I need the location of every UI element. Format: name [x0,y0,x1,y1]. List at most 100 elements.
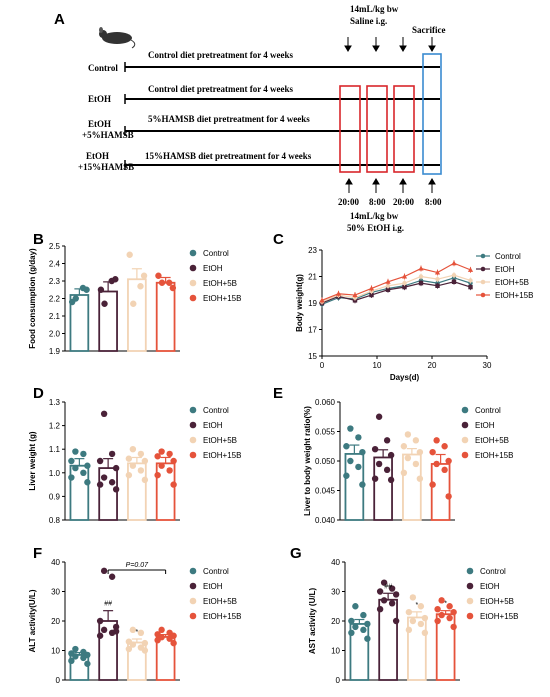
y-tick-label: 19 [308,299,317,308]
legend-label-0: Control [203,567,229,576]
legend-label-0: Control [475,406,501,415]
data-point [433,437,439,443]
top-dose-text: 14mL/kg bw [350,4,399,14]
time-4: 8:00 [425,197,442,207]
data-point [98,287,104,293]
data-point [101,568,107,574]
data-point [170,285,176,291]
data-point [438,612,444,618]
legend-label-3: EtOH+15B [480,612,518,621]
legend-d: Control EtOH EtOH+5B EtOH+15B [190,406,242,460]
data-point [138,467,144,473]
series-point-2 [402,281,406,285]
legend-dot-2 [467,598,474,605]
data-point [406,627,412,633]
data-point [450,609,456,615]
data-point [381,597,387,603]
data-point [138,630,144,636]
row-diet-5b: 5%HAMSB diet pretreatment for 4 weeks [148,114,310,124]
legend-label-1: EtOH [203,421,223,430]
row-diet-15b: 15%HAMSB diet pretreatment for 4 weeks [145,151,312,161]
legend-dot-2 [462,437,469,444]
data-point [166,280,172,286]
legend-label-3: EtOH+15B [475,451,513,460]
x-axis-label: Days(d) [390,373,420,382]
data-point [445,458,451,464]
data-point [389,600,395,606]
y-tick-label: 2.3 [49,277,61,286]
legend-c: Control EtOH EtOH+5B EtOH+15B [476,252,533,300]
data-point [126,252,132,258]
legend-label-3: EtOH+15B [203,294,241,303]
data-point [142,647,148,653]
series-point-1 [419,281,423,285]
blue-box [423,54,441,174]
data-point [170,640,176,646]
y-tick-label: 40 [331,558,340,567]
legend-label-0: Control [203,406,229,415]
time-3: 20:00 [393,197,414,207]
significance-mark: ## [384,583,392,590]
legend-label-1: EtOH [495,265,515,274]
data-point [72,448,78,454]
y-tick-label: 2.0 [49,330,61,339]
panel-c-letter: C [273,231,284,248]
legend-dot-2 [190,437,197,444]
legend-dot-0 [462,407,469,414]
row-label-5b-1: EtOH [88,119,111,129]
data-point [83,287,89,293]
panel-f-letter: F [33,545,42,562]
x-tick-label: 20 [428,361,437,370]
legend-f: ControlEtOHEtOH+5BEtOH+15B [190,567,242,621]
data-point [388,477,394,483]
significance-mark: * [416,602,419,609]
data-point [166,467,172,473]
legend-dot-1 [190,422,197,429]
y-tick-label: 2.4 [49,260,61,269]
panel-a-schematic: A 14mL/kg bw Saline i.g. Sacrifice Contr… [54,4,445,233]
legend-label-1: EtOH [475,421,495,430]
series-point-2 [452,273,456,277]
data-point [384,437,390,443]
data-point [417,449,423,455]
data-point [112,276,118,282]
data-point [393,591,399,597]
legend-dot-1 [467,583,474,590]
data-point [376,414,382,420]
legend-marker-2 [481,280,486,285]
series-line-0 [322,278,471,305]
legend-label-3: EtOH+15B [203,451,241,460]
panel-d-letter: D [33,385,44,402]
legend-dot-1 [190,265,197,272]
data-point [113,486,119,492]
data-point [68,458,74,464]
legend-dot-1 [190,583,197,590]
sacrifice-text: Sacrifice [412,25,445,35]
data-point [130,446,136,452]
y-tick-label: 20 [331,617,340,626]
row-diet-control: Control diet pretreatment for 4 weeks [148,50,294,60]
chart-f: 010203040ALT activity(U/L) ##*P=0.07 [28,558,180,685]
data-point [450,624,456,630]
data-point [410,618,416,624]
data-point [413,461,419,467]
legend-dot-3 [190,295,197,302]
data-point [348,630,354,636]
data-point [418,621,424,627]
data-point [68,474,74,480]
x-tick-label: 10 [373,361,382,370]
data-point [137,283,143,289]
data-point [159,280,165,286]
y-tick-label: 0.045 [315,487,336,496]
legend-label-2: EtOH+5B [480,597,514,606]
data-point [434,606,440,612]
legend-marker-1 [481,267,486,272]
data-point [80,655,86,661]
y-tick-label: 2.1 [49,312,61,321]
y-axis-label: ALT activity(U/L) [28,589,37,652]
y-axis-label: Liver to body weight ratio(%) [303,406,312,516]
series-point-2 [435,277,439,281]
data-point [97,481,103,487]
data-point [364,621,370,627]
charts-layer: 1.92.02.12.22.32.42.5Food consumption (g… [28,242,533,685]
